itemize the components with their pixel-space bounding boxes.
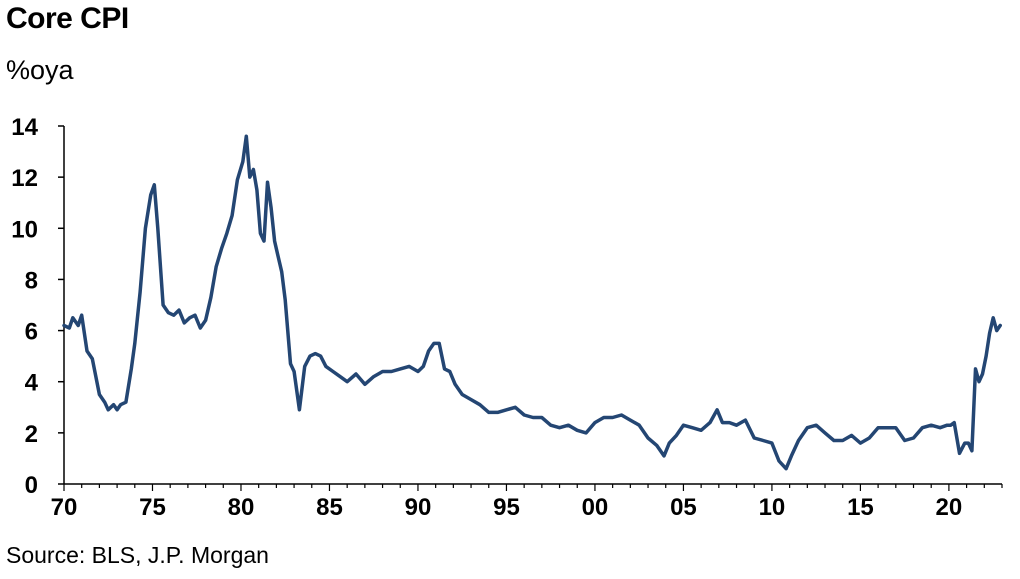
x-tick-label-85: 85 [316,494,343,521]
x-tick-label-80: 80 [228,494,255,521]
x-tick-label-15: 15 [847,494,874,521]
x-tick-label-05: 05 [670,494,697,521]
x-tick-label-90: 90 [405,494,432,521]
y-tick-label-12: 12 [11,165,38,192]
source-note: Source: BLS, J.P. Morgan [6,542,269,568]
y-tick-label-0: 0 [25,472,38,499]
x-tick-label-75: 75 [139,494,166,521]
x-tick-label-95: 95 [493,494,520,521]
y-tick-label-14: 14 [11,114,38,141]
x-tick-label-70: 70 [51,494,78,521]
ticks [58,125,1003,491]
y-tick-label-6: 6 [25,319,38,346]
tick-labels: 0 2 4 6 8 10 12 14 70 75 80 85 90 95 00 05 10 15 20 [11,114,962,521]
axes [63,126,1002,485]
y-tick-label-2: 2 [25,421,38,448]
x-tick-label-20: 20 [936,494,963,521]
y-tick-label-4: 4 [25,370,39,397]
y-tick-label-10: 10 [11,216,38,243]
x-tick-label-00: 00 [582,494,609,521]
unit-label: %oya [6,55,74,85]
chart-title: Core CPI [6,2,129,35]
x-tick-label-10: 10 [759,494,786,521]
y-tick-label-8: 8 [25,267,38,294]
core-cpi-series-line [62,134,1002,471]
